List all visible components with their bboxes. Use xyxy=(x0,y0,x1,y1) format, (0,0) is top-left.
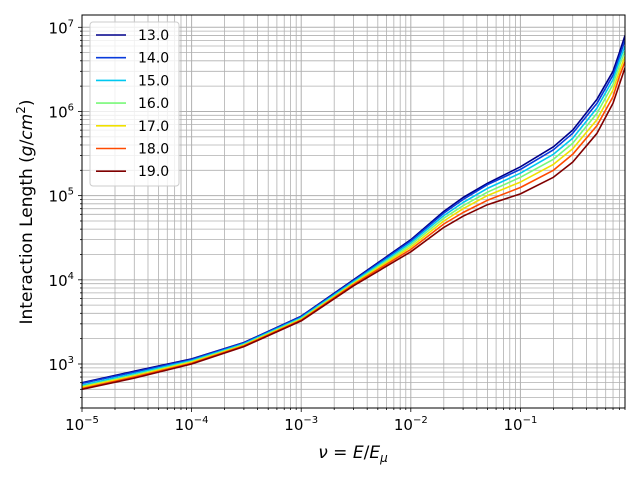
x-axis-label: ν = E/Eμ xyxy=(318,443,388,465)
y-tick-label: 105 xyxy=(49,187,74,206)
legend-label: 14.0 xyxy=(138,51,169,67)
x-tick-label: 10−2 xyxy=(394,415,428,434)
series-line-19.0 xyxy=(82,67,625,391)
legend-box xyxy=(89,21,180,187)
legend-label: 19.0 xyxy=(138,164,169,180)
x-tick-label: 10−1 xyxy=(503,415,537,434)
y-tick-label: 104 xyxy=(49,271,74,290)
y-tick-label: 103 xyxy=(49,355,74,374)
legend-label: 17.0 xyxy=(138,119,169,135)
x-tick-label: 10−3 xyxy=(284,415,318,434)
legend-label: 18.0 xyxy=(138,142,169,158)
x-tick-label: 10−4 xyxy=(175,415,209,434)
y-tick-label: 106 xyxy=(49,102,74,121)
legend-label: 13.0 xyxy=(138,28,169,44)
legend: 13.0 14.0 15.0 16.0 17.0 18.0 19.0 xyxy=(89,21,180,187)
y-axis-label: Interaction Length (g/cm2) xyxy=(14,99,37,324)
x-tick-label: 10−5 xyxy=(65,415,99,434)
y-tick-label: 107 xyxy=(49,18,74,37)
legend-label: 15.0 xyxy=(138,73,169,89)
series-line-14.0 xyxy=(82,40,625,385)
series-lines xyxy=(82,35,625,391)
series-line-15.0 xyxy=(82,45,625,386)
legend-label: 16.0 xyxy=(138,96,169,112)
axis-ticks: 10−5 10−4 10−3 10−2 10−1 103 104 105 106 107 xyxy=(49,18,626,434)
